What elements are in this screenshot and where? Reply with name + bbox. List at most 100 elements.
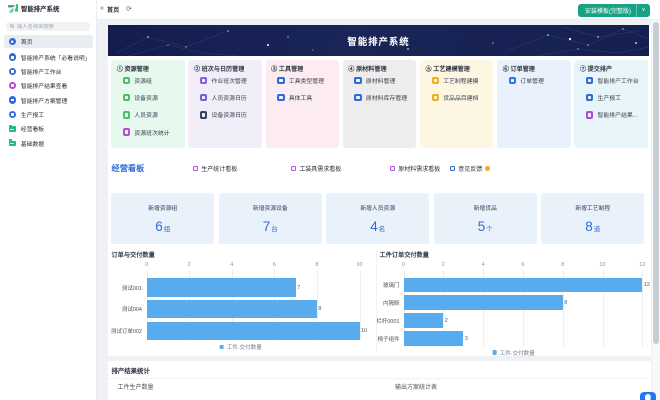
axis-tick-label: 6 bbox=[521, 261, 525, 268]
app-form-icon bbox=[199, 76, 208, 85]
scrollbar-track[interactable] bbox=[652, 20, 660, 400]
install-template-label: 安装模板(完整版) bbox=[585, 8, 631, 15]
module-app-link[interactable]: 工艺制程建模 bbox=[431, 76, 478, 85]
module-app-label: 智能排产结果... bbox=[597, 113, 638, 120]
bar bbox=[403, 277, 643, 293]
sidebar-item-3[interactable]: 智能排产工作台 bbox=[4, 65, 93, 78]
module-app-label: 作业班次管理 bbox=[211, 79, 247, 85]
module-card-7: ⑦ 提交排产 智能排产工作台 生产报工 智能排产结果... bbox=[574, 60, 648, 148]
module-card-4: ④ 原材料管理 原材料管理 原材料库存管理 bbox=[342, 60, 417, 148]
refresh-icon[interactable]: ⟳ bbox=[126, 5, 132, 13]
bar-value-label: 12 bbox=[643, 281, 650, 288]
bar-category-label: 椅子组件 bbox=[377, 336, 400, 343]
app-form-icon bbox=[199, 111, 208, 119]
chart-title-2: 工件订单交付数量 bbox=[379, 251, 430, 259]
stat-unit: 个 bbox=[486, 226, 493, 233]
axis-tick-label: 4 bbox=[481, 261, 485, 268]
search-placeholder: 输入名称来搜索 bbox=[17, 24, 55, 31]
install-template-button[interactable]: 安装模板(完整版) ∨ bbox=[578, 3, 650, 17]
module-card-title: ② 班次与日历管理 bbox=[193, 66, 245, 73]
sidebar-item-5[interactable]: 智能排产方案管理 bbox=[4, 94, 93, 107]
assistant-fab-button[interactable] bbox=[639, 391, 656, 400]
bar-category-label: 测试004 bbox=[121, 307, 142, 314]
stat-value: 4名 bbox=[326, 218, 429, 236]
collapse-sidebar-icon[interactable]: « bbox=[100, 5, 104, 12]
module-card-3: ③ 工具管理工具类型管理 具体工具 bbox=[265, 60, 339, 148]
bar-value-label: 8 bbox=[564, 299, 568, 306]
module-app-link[interactable]: 作业班次管理 bbox=[199, 76, 247, 85]
chart-title-1: 订单与交付数量 bbox=[111, 251, 155, 259]
hero-banner: 智能排产系统 bbox=[108, 25, 649, 56]
board-link-1[interactable]: 生产统计看板 bbox=[192, 165, 238, 173]
module-app-link[interactable]: 设备资源日历 bbox=[199, 111, 247, 119]
module-app-label: 智能排产工作台 bbox=[597, 79, 639, 85]
app-form-icon bbox=[585, 93, 594, 102]
module-app-link[interactable]: 原材料管理 bbox=[354, 76, 396, 85]
module-app-link[interactable]: 人员资源 bbox=[122, 111, 158, 119]
module-app-label: 原材料管理 bbox=[365, 79, 396, 85]
chart-legend: 工件.交付数量 bbox=[492, 349, 535, 357]
module-app-link[interactable]: 原材料库存管理 bbox=[354, 93, 407, 102]
axis-tick-label: 8 bbox=[315, 261, 319, 268]
grid-line bbox=[316, 270, 318, 341]
chart-legend: 工件.交付数量 bbox=[219, 343, 262, 351]
module-app-link[interactable]: 资源组 bbox=[122, 76, 152, 85]
stat-value: 5个 bbox=[434, 218, 537, 236]
module-app-link[interactable]: 具体工具 bbox=[277, 93, 312, 102]
module-app-link[interactable]: 工具类型管理 bbox=[277, 76, 324, 85]
module-card-6: ⑥ 订单管理订单管理 bbox=[497, 60, 571, 148]
legend-swatch bbox=[219, 344, 224, 350]
module-card-title: ⑥ 订单管理 bbox=[502, 66, 535, 73]
search-icon bbox=[10, 24, 15, 29]
module-app-link[interactable]: 货品品目建档 bbox=[431, 93, 478, 102]
sidebar-item-1[interactable]: 首页 bbox=[4, 35, 93, 49]
board-link-3[interactable]: 原材料需求看板 bbox=[389, 165, 441, 173]
stat-unit: 台 bbox=[271, 226, 278, 233]
board-link-label: 生产统计看板 bbox=[201, 167, 238, 173]
module-card-title: ③ 工具管理 bbox=[271, 66, 304, 73]
sidebar-item-6[interactable]: 生产报工 bbox=[4, 108, 93, 121]
sidebar-item-8[interactable]: 基础数据 bbox=[4, 137, 93, 150]
home-icon bbox=[8, 37, 16, 46]
legend-label: 工件.交付数量 bbox=[499, 350, 535, 357]
module-app-label: 生产报工 bbox=[597, 96, 622, 103]
app-form-icon bbox=[122, 111, 131, 119]
stat-card-1: 新增资源组 6组 bbox=[111, 193, 215, 244]
app-form-icon bbox=[354, 93, 362, 102]
sidebar-item-2[interactable]: 智能排产系统「必看说明」 bbox=[4, 51, 93, 64]
stat-unit: 道 bbox=[593, 226, 601, 233]
search-input[interactable]: 输入名称来搜索 bbox=[6, 22, 90, 31]
module-app-link[interactable]: 生产报工 bbox=[585, 93, 622, 103]
scrollbar-thumb[interactable] bbox=[653, 22, 659, 344]
bar-value-label: 3 bbox=[464, 335, 468, 342]
tab-home[interactable]: 首页 bbox=[107, 3, 119, 16]
bar-category-label: 内隔断 bbox=[382, 300, 400, 307]
module-app-link[interactable]: 智能排产结果... bbox=[585, 111, 638, 120]
module-app-link[interactable]: 订单管理 bbox=[508, 76, 544, 85]
sidebar-item-4[interactable]: 智能排产结果查看 bbox=[4, 79, 93, 92]
bar bbox=[403, 331, 464, 346]
stat-label: 新增人员资源 bbox=[360, 206, 396, 212]
board-link-4[interactable]: 意见反馈 bbox=[449, 165, 491, 173]
app-form-icon bbox=[585, 111, 594, 119]
board-link-2[interactable]: 工装具需求看板 bbox=[290, 165, 341, 173]
bar-value-label: 7 bbox=[297, 284, 301, 291]
module-card-title: ⑤ 工艺建模管理 bbox=[425, 66, 470, 73]
sidebar-item-label: 智能排产方案管理 bbox=[20, 98, 68, 105]
bar-category-label: 测试订单002 bbox=[110, 329, 142, 336]
stat-value: 6组 bbox=[111, 218, 214, 236]
workbench-icon bbox=[8, 67, 16, 76]
axis-tick-label: 0 bbox=[402, 261, 405, 268]
stat-label: 新增资源设备 bbox=[252, 206, 288, 212]
board-link-label: 原材料需求看板 bbox=[398, 167, 441, 173]
result-section: 排产结果统计 工件生产数量 输出方案统计表 bbox=[108, 361, 651, 400]
module-app-link[interactable]: 智能排产工作台 bbox=[585, 76, 639, 85]
app-form-icon bbox=[122, 76, 131, 85]
module-app-link[interactable]: 资源班次统计 bbox=[122, 128, 170, 137]
module-app-link[interactable]: 设备资源 bbox=[122, 93, 158, 102]
module-app-link[interactable]: 人员资源日历 bbox=[199, 93, 247, 102]
sidebar-item-7[interactable]: 经营看板 bbox=[4, 122, 93, 135]
sidebar: 智能排产系统 输入名称来搜索 首页 智能排产系统「必看说明」 智能排产工作台 智能排产… bbox=[0, 0, 97, 400]
axis-tick-label: 2 bbox=[441, 261, 445, 268]
chevron-down-icon[interactable]: ∨ bbox=[641, 6, 646, 13]
